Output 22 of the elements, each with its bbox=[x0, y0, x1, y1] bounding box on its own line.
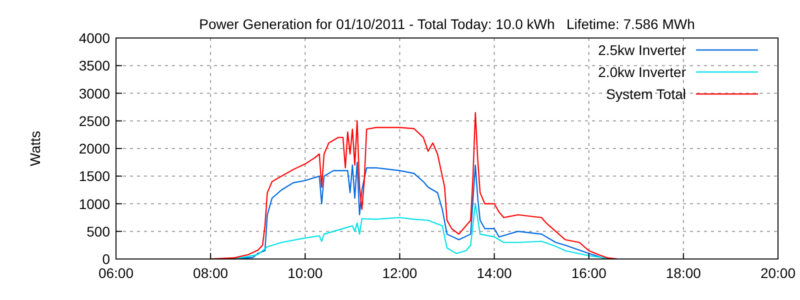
y-tick-label: 3000 bbox=[78, 85, 110, 102]
y-tick-label: 2500 bbox=[78, 112, 110, 129]
x-tick-label: 10:00 bbox=[288, 265, 323, 281]
x-tick-label: 14:00 bbox=[476, 265, 512, 281]
y-axis-title: Watts bbox=[27, 130, 43, 166]
y-tick-label: 0 bbox=[102, 251, 110, 267]
y-tick-label: 1500 bbox=[78, 168, 110, 184]
x-tick-label: 12:00 bbox=[382, 265, 418, 281]
x-tick-label: 18:00 bbox=[666, 265, 702, 281]
chart-title: Power Generation for 01/10/2011 - Total Today: 10.0 kWh Lifetime: 7.586 MWh bbox=[199, 16, 695, 32]
y-tick-label: 4000 bbox=[78, 30, 110, 46]
legend-label: 2.5kw Inverter bbox=[598, 42, 686, 58]
y-tick-label: 2000 bbox=[78, 140, 110, 156]
y-tick-label: 1000 bbox=[78, 196, 110, 212]
x-tick-label: 20:00 bbox=[760, 265, 796, 281]
y-tick-label: 500 bbox=[86, 223, 110, 240]
legend-label: System Total bbox=[606, 86, 686, 102]
x-tick-label: 06:00 bbox=[98, 265, 134, 281]
x-tick-label: 08:00 bbox=[193, 265, 228, 281]
legend-label: 2.0kw Inverter bbox=[598, 64, 686, 80]
y-tick-label: 3500 bbox=[78, 58, 110, 74]
x-tick-label: 16:00 bbox=[571, 265, 607, 281]
